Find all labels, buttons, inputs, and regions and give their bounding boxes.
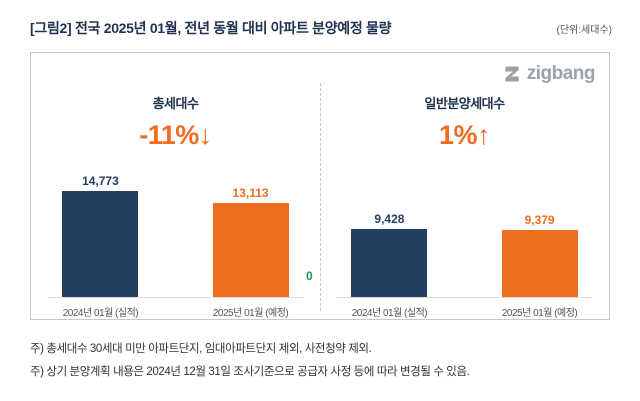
footnotes: 주) 총세대수 30세대 미만 아파트단지, 임대아파트단지 제외, 사전청약 … (30, 338, 470, 384)
category-label: 2024년 01월 (실적) (62, 308, 139, 319)
zigbang-logo-icon (502, 64, 522, 84)
header: [그림2] 전국 2025년 01월, 전년 동월 대비 아파트 분양예정 물량… (30, 18, 612, 38)
total-2025-value: 13,113 (232, 186, 269, 200)
total-2024-bar (62, 191, 139, 297)
footnote-line: 주) 총세대수 30세대 미만 아파트단지, 임대아파트단지 제외, 사전청약 … (30, 343, 372, 355)
total-households-section: 총세대수 -11%↓ 14,773 13,113 2024년 01월 (실적) … (31, 53, 320, 319)
category-label: 2024년 01월 (실적) (351, 308, 428, 319)
bar-column: 13,113 (199, 186, 303, 297)
zigbang-logo-text: zigbang (526, 63, 596, 84)
unit-note: (단위:세대수) (556, 25, 612, 36)
zero-series-label: 0 (306, 269, 313, 283)
total-households-bars: 14,773 13,113 (48, 161, 303, 298)
general-sale-change: 1%↑ (438, 120, 491, 150)
total-households-change: -11%↓ (139, 120, 212, 150)
chart-panel: zigbang 총세대수 -11%↓ 14,773 13,113 2024년 0… (30, 52, 610, 320)
bar-column: 14,773 (48, 174, 152, 297)
bar-column: 9,379 (488, 213, 592, 297)
bar-column: 9,428 (337, 212, 441, 297)
general-2025-bar (501, 230, 578, 297)
general-2025-value: 9,379 (524, 213, 555, 227)
total-2025-bar (212, 203, 289, 297)
page-title: [그림2] 전국 2025년 01월, 전년 동월 대비 아파트 분양예정 물량 (30, 20, 392, 36)
general-sale-categories: 2024년 01월 (실적) 2025년 01월 (예정) (337, 304, 591, 319)
category-label: 2025년 01월 (예정) (501, 308, 578, 319)
category-label: 2025년 01월 (예정) (212, 308, 289, 319)
panel-divider (320, 83, 321, 311)
zigbang-logo: zigbang (502, 63, 596, 85)
total-households-categories: 2024년 01월 (실적) 2025년 01월 (예정) (48, 304, 302, 319)
general-sale-section: 일반분양세대수 1%↑ 9,428 9,379 2024년 01월 (실적) 2… (320, 53, 609, 319)
total-2024-value: 14,773 (82, 174, 119, 188)
general-2024-bar (351, 229, 428, 297)
general-2024-value: 9,428 (374, 212, 405, 226)
general-sale-bars: 9,428 9,379 (337, 161, 592, 298)
general-sale-title: 일반분양세대수 (424, 96, 505, 111)
total-households-title: 총세대수 (152, 96, 199, 111)
footnote-line: 주) 상기 분양계획 내용은 2024년 12월 31일 조사기준으로 공급자 … (30, 366, 470, 378)
